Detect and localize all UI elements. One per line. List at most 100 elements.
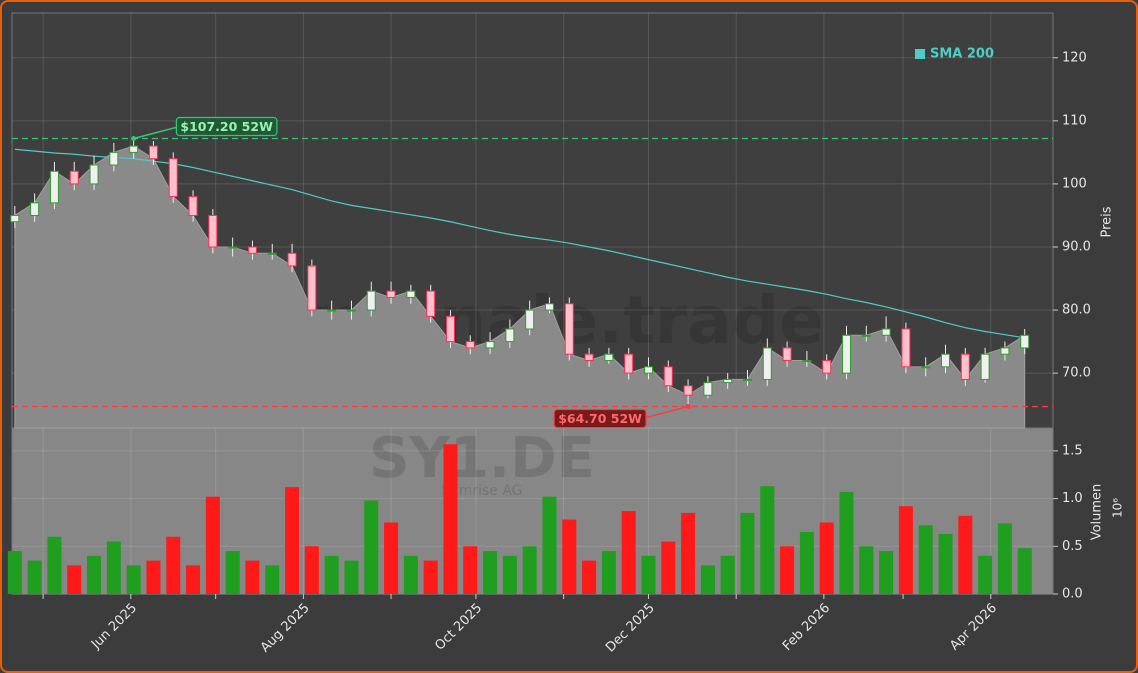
candle-body [683,385,693,396]
candle-body [247,246,257,254]
volume-bar [1017,548,1032,594]
candle-body [505,328,515,343]
volume-bar [997,523,1012,594]
candle-body [723,378,733,384]
volume-bar [621,511,636,594]
volume-bar [47,536,62,594]
y-tick-label: 70.0 [1062,366,1091,381]
y-tick-label: 120 [1062,50,1087,65]
candle-body [386,290,396,298]
candle-body [30,202,40,216]
volume-bar [582,560,597,594]
candle-body [445,315,455,343]
candle-body [960,353,970,380]
y-tick-label: 1.5 [1062,443,1083,458]
candle-body [564,303,574,355]
annotation-arrow [133,125,180,140]
legend-swatch [915,49,925,59]
legend-label: SMA 200 [930,47,994,62]
candle-body [782,347,792,362]
candle-body [762,347,772,380]
candle-body [346,309,356,312]
y-axis-unit: 10⁶ [1111,498,1125,518]
candle-body [49,170,59,204]
annotation-box [553,408,647,429]
y-tick-label: 80.0 [1062,303,1091,318]
candle-body [525,309,535,330]
sma-line [14,148,1025,339]
candle-body [802,360,812,363]
volume-bar [364,500,379,594]
volume-bar [542,496,557,594]
volume-bar [780,546,795,594]
volume-bar [720,555,735,594]
candle-body [366,290,376,311]
volume-bar [978,555,993,594]
volume-bar [304,546,319,594]
volume-bar [87,555,102,594]
x-tick-label: Jun 2025 [88,601,140,653]
volume-bar [403,555,418,594]
volume-bar [166,536,181,594]
y-tick-label: 100 [1062,176,1087,191]
volume-bar [859,546,874,594]
annotation-arrowhead [685,404,691,410]
candle-body [1020,334,1030,349]
y-tick-label: 110 [1062,113,1087,128]
volume-bar [483,551,498,594]
candle-body [168,158,178,198]
candle-body [584,353,594,362]
volume-bar [245,560,260,594]
annotation-arrowhead [131,136,137,142]
volume-bar [106,541,121,594]
volume-bar [898,506,913,594]
candle-body [841,334,851,374]
candle-body [604,353,614,362]
annotation-arrow [641,405,689,420]
volume-bar [601,551,616,594]
volume-bar [839,491,854,594]
candle-body [287,252,297,267]
volume-bar [760,486,775,594]
annotation-label: $64.70 52W [558,411,642,426]
candle-body [208,214,218,248]
volume-bar [265,565,280,594]
candle-body [861,334,871,337]
candle-body [426,290,436,317]
volume-bar [502,555,517,594]
candle-body [703,382,713,396]
x-tick-label: Dec 2025 [603,601,658,656]
candle-body [327,309,337,312]
candle-body [980,353,990,380]
y-tick-label: 0.5 [1062,539,1083,554]
x-tick-label: Apr 2026 [947,601,1000,654]
candle-body [881,328,891,336]
volume-bar [958,515,973,594]
candle-body [485,341,495,349]
x-tick-label: Oct 2025 [432,601,485,654]
candle-body [465,341,475,349]
candle-body [267,252,277,255]
candle-body [69,170,79,185]
watermark-company: Symrise AG [442,483,523,499]
volume-bar [522,546,537,594]
x-tick-label: Feb 2026 [780,601,833,654]
candle-body [742,378,752,381]
volume-bar [7,551,22,594]
volume-bar [186,565,201,594]
candle-body [643,366,653,374]
volume-bar [67,565,82,594]
volume-bar [740,512,755,594]
volume-bar [205,496,220,594]
volume-bar [146,560,161,594]
volume-bar [384,522,399,594]
volume-bar [819,522,834,594]
candle-body [822,360,832,374]
volume-bar [938,533,953,594]
candle-body [544,303,554,311]
volume-bar [443,444,458,594]
volume-bar [661,541,676,594]
candle-body [406,290,416,298]
